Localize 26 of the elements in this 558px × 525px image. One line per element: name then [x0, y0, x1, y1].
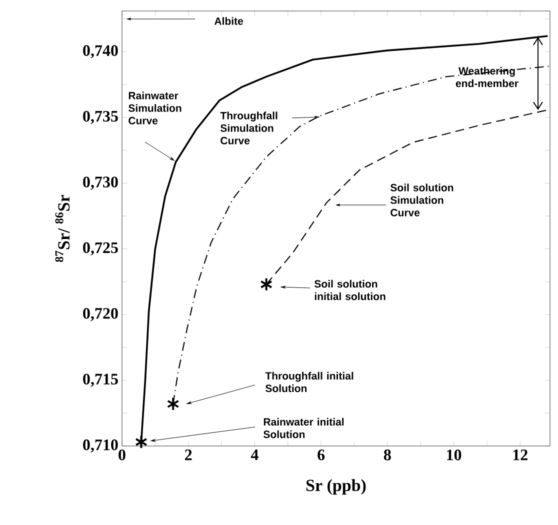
x-tick-label: 10 — [447, 450, 462, 460]
y-tick-label: 0,720 — [83, 308, 118, 322]
y-tick-label: 0,730 — [83, 176, 118, 190]
annotation: Throughfall initial Solution — [265, 372, 354, 392]
annotation: Albite — [214, 17, 244, 25]
y-tick-label: 0,735 — [83, 110, 118, 124]
point — [260, 277, 273, 292]
point — [166, 396, 180, 411]
annotation: Soil solution Simulation Curve — [390, 184, 454, 216]
x-tick-label: 2 — [185, 450, 192, 460]
x-tick-label: 0 — [118, 450, 126, 460]
x-tick-label: 12 — [513, 450, 528, 460]
annotation: Rainwater initial Solution — [264, 418, 344, 438]
x-axis-title: Sr (ppb) — [306, 479, 366, 495]
annotation: Throughfall Simulation Curve — [220, 112, 278, 144]
x-tick-label: 8 — [384, 450, 391, 460]
y-tick-label: 0,710 — [83, 439, 118, 453]
annotation: Rainwater Simulation Curve — [128, 92, 182, 124]
y-tick-label: 0,715 — [83, 374, 118, 387]
y-axis-title: $^{87}$Sr/ $^{86}$Sr — [55, 194, 70, 262]
y-tick-label: 0,740 — [83, 45, 118, 58]
x-tick-label: 6 — [318, 450, 325, 460]
x-tick-label: 4 — [250, 450, 258, 460]
y-tick-label: 0,725 — [83, 242, 118, 256]
point — [135, 435, 148, 450]
annotation: Soil solution initial solution — [314, 280, 386, 300]
